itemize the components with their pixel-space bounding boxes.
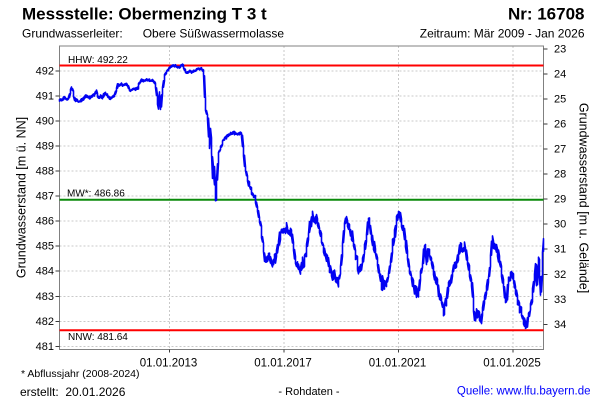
svg-text:33: 33 [554, 294, 566, 306]
svg-text:27: 27 [554, 144, 566, 156]
svg-text:28: 28 [554, 169, 566, 181]
svg-text:488: 488 [36, 166, 54, 178]
svg-text:NNW: 481.64: NNW: 481.64 [68, 332, 128, 343]
svg-text:29: 29 [554, 194, 566, 206]
svg-text:482: 482 [36, 316, 54, 328]
svg-text:32: 32 [554, 269, 566, 281]
svg-text:484: 484 [36, 266, 54, 278]
svg-text:* Abflussjahr (2008-2024): * Abflussjahr (2008-2024) [21, 368, 140, 380]
svg-text:- Rohdaten -: - Rohdaten - [278, 386, 339, 398]
svg-text:485: 485 [36, 241, 54, 253]
svg-text:01.01.2025: 01.01.2025 [483, 358, 541, 370]
svg-text:490: 490 [36, 116, 54, 128]
svg-text:30: 30 [554, 219, 566, 231]
svg-text:Quelle: www.lfu.bayern.de: Quelle: www.lfu.bayern.de [457, 386, 591, 398]
svg-text:01.01.2021: 01.01.2021 [369, 358, 427, 370]
svg-text:26: 26 [554, 119, 566, 131]
svg-text:Zeitraum: Mär 2009 - Jan 2026: Zeitraum: Mär 2009 - Jan 2026 [420, 27, 585, 41]
svg-text:MW*: 486.86: MW*: 486.86 [67, 189, 125, 200]
svg-text:489: 489 [36, 141, 54, 153]
svg-text:34: 34 [554, 319, 566, 331]
svg-text:Grundwasserstand [m u. Gelände: Grundwasserstand [m u. Gelände] [577, 103, 591, 293]
svg-text:24: 24 [554, 69, 566, 81]
svg-text:Messstelle: Obermenzing T 3 t: Messstelle: Obermenzing T 3 t [22, 4, 267, 23]
svg-text:481: 481 [36, 341, 54, 353]
svg-text:erstellt: 20.01.2026: erstellt: 20.01.2026 [20, 385, 126, 399]
svg-text:Grundwasserleiter: Obere: Grundwasserleiter: Obere Süßwassermolass… [22, 27, 284, 41]
svg-text:HHW: 492.22: HHW: 492.22 [68, 55, 128, 66]
svg-text:01.01.2013: 01.01.2013 [140, 358, 198, 370]
svg-text:25: 25 [554, 94, 566, 106]
svg-text:31: 31 [554, 244, 566, 256]
svg-text:23: 23 [554, 44, 566, 56]
svg-text:492: 492 [36, 66, 54, 78]
svg-text:Nr: 16708: Nr: 16708 [508, 4, 585, 23]
svg-text:01.01.2017: 01.01.2017 [254, 358, 312, 370]
svg-text:Grundwasserstand [m ü. NN]: Grundwasserstand [m ü. NN] [15, 117, 29, 278]
svg-text:487: 487 [36, 191, 54, 203]
svg-text:491: 491 [36, 91, 54, 103]
svg-text:483: 483 [36, 291, 54, 303]
svg-text:486: 486 [36, 216, 54, 228]
